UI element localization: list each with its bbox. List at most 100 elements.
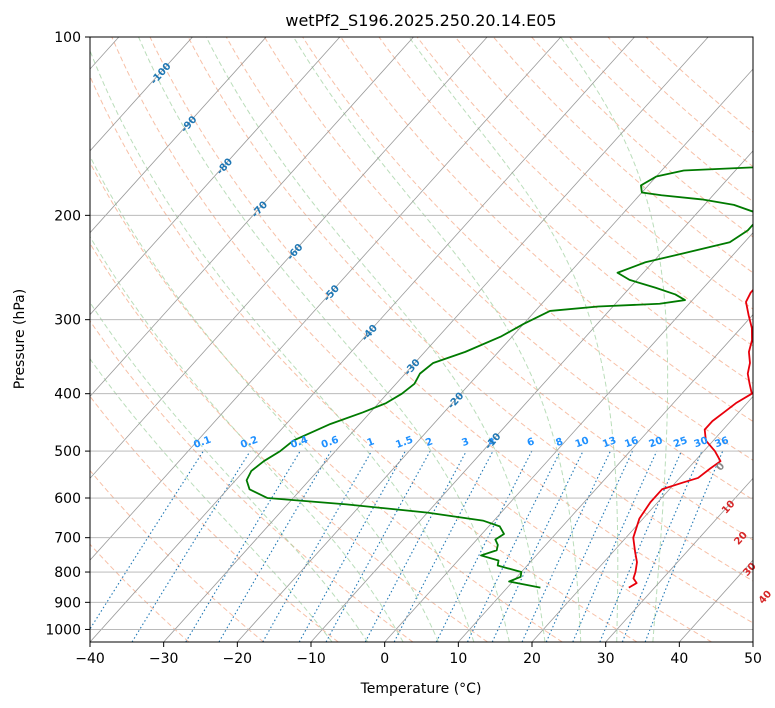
x-tick-label: 20 [523, 651, 541, 667]
isotherm-line [310, 150, 753, 642]
dry-adiabat [340, 37, 753, 423]
moist-adiabat [90, 49, 475, 642]
chart-title: wetPf2_S196.2025.250.20.14.E05 [285, 11, 556, 31]
mixing-ratio-label: 8 [554, 436, 564, 449]
mixing-ratio-line [621, 450, 703, 642]
mixing-ratio-label: 6 [526, 436, 536, 449]
x-tick-label: −30 [149, 651, 179, 667]
x-axis-label: Temperature (°C) [360, 681, 482, 697]
isotherm-line [90, 37, 193, 152]
x-tick-label: 10 [449, 651, 467, 667]
mixing-ratio-line [435, 450, 533, 642]
x-axis: −40 −30 −20 −10 0 10 20 30 40 50 [75, 642, 762, 667]
mixing-ratio-label: 0.1 [192, 435, 212, 451]
mixing-ratio-label: 36 [713, 435, 730, 450]
dry-adiabat [454, 37, 753, 310]
mixing-ratio-label: 4 [487, 436, 497, 449]
mixing-ratio-label: 2 [424, 436, 434, 449]
moist-adiabat [90, 301, 369, 642]
moist-adiabat [408, 37, 619, 642]
dry-adiabat [187, 37, 753, 582]
y-axis: 100 200 300 400 500 600 700 800 900 1000 [45, 30, 90, 638]
dry-adiabat-label: -50 [322, 283, 342, 304]
y-tick-label: 500 [54, 444, 81, 460]
isotherm-line [163, 37, 709, 642]
dry-adiabat-label: -80 [215, 156, 235, 177]
dry-adiabat [149, 37, 753, 624]
x-tick-label: 50 [744, 651, 762, 667]
mixing-ratio-line [325, 450, 431, 642]
mixing-ratio-line [262, 450, 373, 642]
y-tick-label: 400 [54, 387, 81, 403]
plot-area [90, 37, 753, 642]
isotherm-line [90, 37, 635, 642]
mixing-ratio-line [644, 450, 724, 642]
dry-adiabat [607, 37, 753, 168]
dry-adiabat [90, 161, 563, 642]
isotherm-line [90, 37, 414, 398]
y-tick-label: 300 [54, 313, 81, 329]
dry-adiabat-label: -10 [483, 431, 503, 452]
isotherm-line [458, 313, 753, 642]
dry-adiabat [90, 75, 638, 642]
moist-adiabat [90, 357, 333, 642]
mixing-ratio-label: 0.4 [289, 435, 309, 451]
dry-adiabat-label: -90 [179, 114, 199, 135]
isotherm-line [752, 641, 753, 642]
dry-adiabat [264, 37, 753, 501]
dry-adiabat [90, 543, 190, 642]
dry-adiabat-label: -70 [250, 199, 270, 220]
y-tick-label: 900 [54, 595, 81, 611]
mixing-ratio-line [521, 450, 611, 642]
plot-frame [89, 36, 754, 643]
y-axis-label: Pressure (hPa) [12, 289, 28, 389]
y-tick-label: 100 [54, 30, 81, 46]
mixing-ratio-label: 30 [693, 435, 710, 450]
dry-adiabat [90, 395, 339, 642]
mixing-ratio-label: 25 [672, 435, 689, 450]
moist-adiabat-label: 0 [714, 461, 727, 474]
dry-adiabat-label: -100 [149, 61, 174, 87]
mixing-ratio-label: 16 [623, 435, 640, 450]
moist-adiabat [138, 37, 510, 642]
isotherm-line [90, 37, 562, 561]
dry-adiabat [111, 37, 712, 642]
y-tick-label: 600 [54, 491, 81, 507]
y-tick-label: 1000 [45, 622, 81, 638]
isotherm-line [90, 37, 341, 316]
moist-adiabat-label: 10 [720, 499, 738, 517]
x-tick-label: −40 [75, 651, 105, 667]
mixing-ratio-line [298, 450, 406, 642]
mixing-ratio-label: 1 [366, 436, 376, 449]
moist-adiabat [293, 37, 582, 642]
dry-adiabat [531, 37, 753, 238]
mixing-ratio-label: 20 [647, 435, 664, 450]
isotherm-line [90, 37, 488, 479]
dry-adiabat [90, 242, 488, 642]
x-tick-label: −10 [296, 651, 326, 667]
mixing-ratio-label: 3 [460, 436, 470, 449]
moist-adiabat [90, 155, 439, 642]
x-tick-label: −20 [223, 651, 253, 667]
isotherm-line [531, 395, 753, 642]
dewpoint-profile-line [245, 166, 753, 589]
moist-adiabat [90, 235, 404, 642]
isotherm-line [384, 232, 753, 642]
dry-adiabat [645, 37, 753, 133]
dry-adiabat [90, 469, 264, 642]
y-tick-label: 700 [54, 531, 81, 547]
isotherm-line [679, 559, 753, 642]
y-tick-label: 200 [54, 208, 81, 224]
isotherm-line [90, 37, 267, 234]
isotherm-line [605, 477, 753, 642]
dry-adiabat [416, 37, 753, 347]
mixing-ratio-line [572, 450, 658, 642]
mixing-ratio-line [491, 450, 584, 642]
moist-adiabat-label: 30 [741, 561, 759, 579]
x-tick-label: 40 [670, 651, 688, 667]
mixing-ratio-label: 10 [574, 435, 591, 450]
mixing-ratio-line [90, 450, 204, 630]
dry-adiabat [378, 37, 753, 385]
isotherm-line [237, 68, 753, 642]
